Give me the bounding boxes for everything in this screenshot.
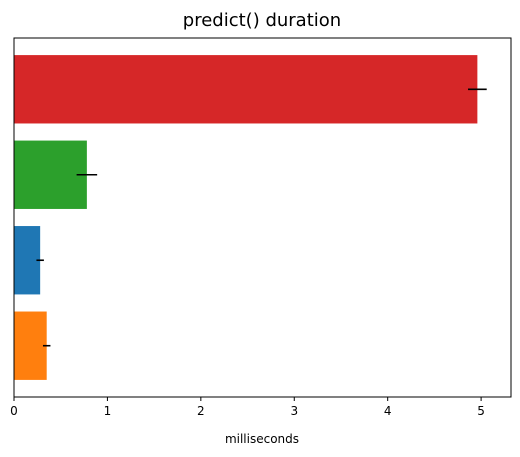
x-tick-label-1: 1 — [104, 404, 112, 418]
x-axis-ticks: 0 1 2 3 4 5 — [10, 397, 485, 418]
x-axis-label: milliseconds — [225, 432, 299, 446]
x-tick-label-3: 3 — [290, 404, 298, 418]
bar-1 — [14, 55, 478, 124]
bar-4 — [14, 311, 47, 380]
chart-title: predict() duration — [183, 10, 341, 31]
bar-3 — [14, 226, 41, 295]
x-tick-label-5: 5 — [477, 404, 485, 418]
error-bars-group — [36, 88, 487, 347]
x-tick-label-2: 2 — [197, 404, 205, 418]
x-tick-label-0: 0 — [10, 404, 18, 418]
bars-group — [14, 55, 478, 380]
bar-2 — [14, 140, 87, 209]
x-tick-label-4: 4 — [384, 404, 392, 418]
plot-frame — [13, 37, 512, 398]
